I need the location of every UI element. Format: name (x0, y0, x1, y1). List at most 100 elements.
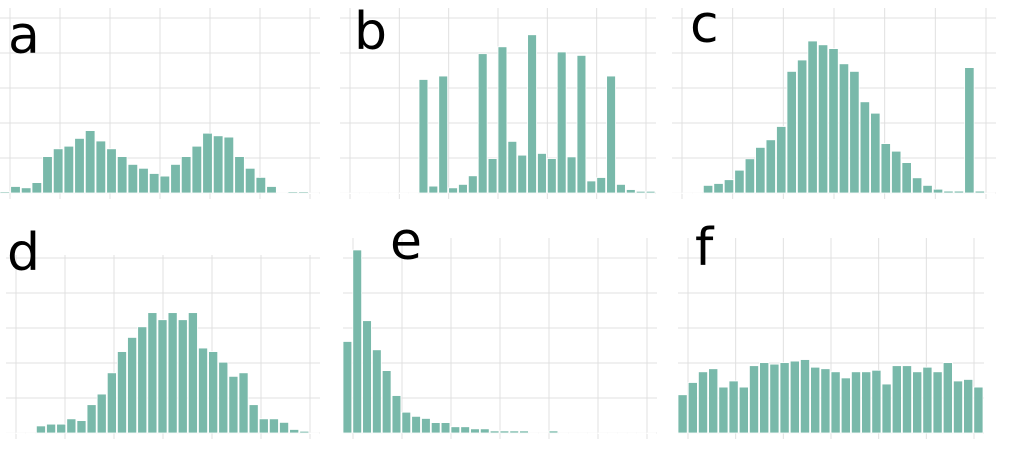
histogram-bar (106, 148, 117, 194)
histogram-bar (635, 190, 646, 194)
histogram-bar (932, 188, 944, 194)
histogram-bar (159, 175, 171, 194)
histogram-bar (479, 428, 490, 434)
panel-a (0, 8, 320, 199)
histogram-bar (127, 337, 138, 434)
histogram-bar (861, 371, 872, 434)
histogram-bar (116, 156, 128, 194)
histogram-bar (529, 432, 539, 435)
histogram-bar (342, 341, 353, 434)
histogram-bar (238, 372, 249, 434)
histogram-bar (734, 169, 745, 194)
histogram-bar (728, 380, 739, 434)
histogram-bar (497, 46, 508, 194)
histogram-bar (287, 191, 299, 194)
histogram-bar (851, 371, 862, 434)
histogram-bar (810, 366, 821, 434)
histogram-bar (372, 349, 382, 434)
histogram-bar (299, 430, 310, 434)
histogram-bar (177, 319, 188, 434)
histogram-bar (167, 312, 178, 434)
histogram-bar (537, 153, 547, 194)
histogram-bar (106, 372, 117, 434)
histogram-bar (279, 421, 290, 434)
histogram-bar (586, 180, 597, 194)
histogram-bar (408, 192, 419, 195)
histogram-bar (86, 404, 97, 434)
histogram-bar (769, 363, 780, 434)
histogram-bar (964, 67, 975, 194)
histogram-bar (137, 326, 148, 434)
panel-d (5, 255, 320, 439)
histogram-bar (617, 432, 627, 435)
histogram-bar (881, 383, 892, 434)
histogram-bar (244, 167, 256, 194)
histogram-bar (538, 432, 549, 435)
panel-label-c: c (690, 0, 719, 55)
histogram-bar (362, 320, 372, 434)
histogram-bar (0, 191, 11, 194)
histogram-bar (148, 173, 160, 194)
histogram-bar (52, 148, 64, 194)
histogram-bar (922, 184, 933, 194)
histogram-bar (749, 365, 760, 434)
histogram-bar (718, 386, 729, 434)
histogram-bar (698, 371, 709, 434)
panel-label-d: d (7, 223, 40, 283)
histogram-bar (568, 432, 578, 435)
histogram-bar (838, 63, 850, 194)
panel-f (677, 238, 984, 439)
histogram-bar (807, 40, 818, 194)
histogram-bar (84, 130, 96, 194)
histogram-bar (646, 432, 657, 435)
histogram-bar (606, 75, 616, 194)
histogram-bar (974, 190, 985, 194)
histogram-bar (117, 351, 127, 434)
histogram-bar (578, 432, 588, 435)
histogram-bar (298, 191, 309, 194)
histogram-bar (138, 167, 149, 194)
histogram-bar (208, 351, 219, 434)
histogram-bar (607, 432, 618, 435)
histogram-bar (546, 158, 557, 194)
histogram-bar (830, 371, 841, 434)
histogram-bar (519, 430, 529, 434)
histogram-bar (20, 187, 32, 194)
histogram-bar (499, 430, 510, 434)
histogram-bar (859, 101, 870, 194)
histogram-bar (671, 192, 682, 195)
histogram-bar (576, 55, 587, 194)
histogram-bar (779, 362, 790, 434)
histogram-bar (840, 377, 851, 434)
histogram-bar (157, 319, 168, 434)
histogram-bar (430, 422, 441, 434)
histogram-bar (359, 192, 370, 195)
histogram-bar (388, 192, 399, 195)
histogram-bar (440, 422, 451, 434)
histogram-bar (820, 368, 831, 434)
histogram-bar (42, 156, 53, 194)
histogram-bar (902, 365, 913, 434)
histogram-bar (870, 112, 881, 194)
histogram-bar (477, 53, 488, 194)
histogram-bar (369, 192, 379, 195)
histogram-bar (458, 183, 468, 194)
histogram-bar (352, 249, 363, 434)
histogram-bar (713, 183, 724, 194)
histogram-bar (677, 394, 688, 434)
histogram-bar (10, 186, 21, 194)
histogram-bar (759, 362, 770, 434)
histogram-bar (596, 177, 607, 194)
histogram-bar (942, 362, 953, 434)
histogram-bar (765, 139, 776, 194)
histogram-bar (339, 192, 350, 195)
histogram-bar (147, 312, 158, 434)
histogram-bar (74, 137, 85, 194)
histogram-bar (517, 154, 528, 194)
histogram-bar (636, 432, 647, 435)
histogram-bar (616, 183, 626, 194)
histogram-bar (15, 432, 26, 435)
panel-e (342, 238, 657, 439)
histogram-bar (627, 432, 637, 435)
histogram-bar (744, 158, 756, 194)
